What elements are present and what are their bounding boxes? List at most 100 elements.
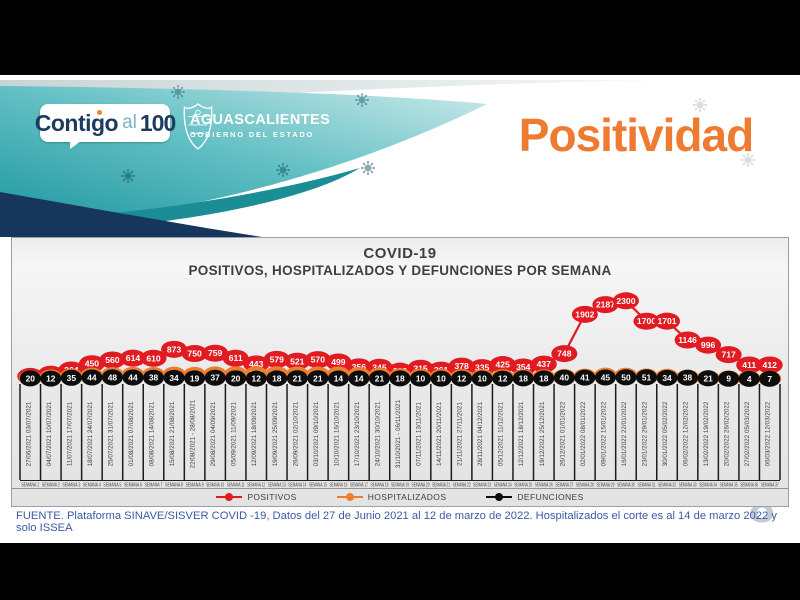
covid-weekly-chart: 27/06/2021 03/07/2021 04/07/2021 10/07/20…	[12, 292, 788, 489]
svg-text:15/08/2021 21/08/2021: 15/08/2021 21/08/2021	[169, 401, 176, 466]
datapoint-positivos-14: 521	[284, 352, 311, 370]
svg-text:44: 44	[128, 373, 138, 383]
svg-text:38: 38	[683, 373, 693, 383]
datapoint-defunciones-14: 21	[286, 370, 308, 387]
svg-text:12: 12	[252, 374, 262, 384]
datapoint-defunciones-22: 12	[451, 370, 473, 387]
svg-text:SEMANA 21: SEMANA 21	[432, 483, 450, 489]
datapoint-positivos-10: 759	[202, 344, 229, 362]
datapoint-defunciones-13: 18	[266, 370, 288, 387]
chart-panel: 27/06/2021 03/07/2021 04/07/2021 10/07/20…	[11, 237, 789, 507]
datapoint-positivos-34: 996	[695, 336, 722, 354]
letterbox-top	[0, 0, 800, 75]
week-number-row: SEMANA 1 SEMANA 2 SEMANA 3 SEMANA 4 SEMANA 5…	[21, 483, 778, 489]
svg-text:14: 14	[334, 374, 344, 384]
svg-text:315: 315	[413, 363, 428, 373]
datapoint-defunciones-24: 12	[492, 370, 514, 387]
svg-text:21: 21	[375, 373, 385, 383]
svg-text:SEMANA 5: SEMANA 5	[103, 483, 121, 489]
datapoint-positivos-27: 748	[551, 345, 578, 363]
datapoint-positivos-16: 499	[325, 353, 352, 371]
svg-text:14/11/2021 20/11/2021: 14/11/2021 20/11/2021	[436, 402, 443, 466]
legend-line-swatch	[216, 493, 243, 502]
logo-orange-dot	[97, 110, 102, 115]
datapoint-defunciones-26: 18	[533, 370, 555, 387]
datapoint-positivos-7: 610	[140, 349, 167, 367]
svg-text:14: 14	[354, 374, 364, 384]
datapoint-defunciones-16: 14	[327, 370, 349, 387]
datapoint-positivos-24: 425	[489, 356, 516, 374]
svg-text:SEMANA 18: SEMANA 18	[370, 483, 388, 489]
government-logo: AGUASCALIENTES GOBIERNO DEL ESTADO	[182, 102, 330, 150]
svg-text:611: 611	[229, 353, 243, 363]
legend-label: DEFUNCIONES	[517, 492, 584, 502]
datapoint-defunciones-15: 21	[307, 370, 329, 387]
svg-text:35: 35	[67, 373, 77, 383]
svg-text:SEMANA 37: SEMANA 37	[761, 483, 779, 489]
datapoint-positivos-29: 2187	[592, 296, 619, 314]
svg-text:443: 443	[249, 359, 264, 369]
svg-text:SEMANA 10: SEMANA 10	[206, 483, 224, 489]
legend-item-defunciones: DEFUNCIONES	[486, 492, 583, 502]
svg-text:SEMANA 34: SEMANA 34	[699, 483, 717, 489]
svg-text:SEMANA 31: SEMANA 31	[637, 483, 655, 489]
datapoint-defunciones-17: 14	[348, 370, 370, 387]
svg-text:610: 610	[146, 353, 161, 363]
svg-text:SEMANA 29: SEMANA 29	[596, 483, 614, 489]
svg-text:05/09/2021 11/09/2021: 05/09/2021 11/09/2021	[231, 401, 238, 466]
datapoint-defunciones-10: 37	[204, 369, 226, 386]
svg-text:SEMANA 13: SEMANA 13	[268, 483, 286, 489]
letterbox-bottom	[0, 543, 800, 600]
svg-text:26/09/2021 02/10/2021: 26/09/2021 02/10/2021	[292, 401, 299, 466]
datapoint-defunciones-28: 41	[574, 369, 596, 386]
datapoint-defunciones-19: 18	[389, 370, 411, 387]
datapoint-defunciones-4: 44	[81, 369, 103, 386]
source-footnote: FUENTE. Plataforma SINAVE/SISVER COVID -…	[16, 510, 777, 534]
svg-text:412: 412	[763, 360, 778, 370]
svg-text:570: 570	[311, 355, 326, 365]
datapoint-positivos-37: 412	[756, 356, 783, 374]
svg-text:SEMANA 22: SEMANA 22	[453, 483, 471, 489]
svg-text:41: 41	[580, 373, 590, 383]
svg-text:21: 21	[703, 373, 713, 383]
svg-text:SEMANA 23: SEMANA 23	[473, 483, 491, 489]
svg-text:SEMANA 30: SEMANA 30	[617, 483, 635, 489]
svg-text:04/07/2021 10/07/2021: 04/07/2021 10/07/2021	[46, 401, 53, 466]
svg-text:06/02/2022 12/02/2022: 06/02/2022 12/02/2022	[683, 401, 690, 466]
series-defunciones-labels: 20 12 35 44 48 44 38 34 19 37 20 12 18 21 21 14 14 21 18 10…	[19, 369, 781, 387]
svg-text:02/01/2022 08/01/2022: 02/01/2022 08/01/2022	[580, 401, 587, 466]
slide: Contigo al 100 AGUASCALIENTES GOBIERNO D…	[0, 75, 800, 543]
svg-text:759: 759	[208, 348, 223, 358]
svg-text:09/01/2022 15/01/2022: 09/01/2022 15/01/2022	[600, 401, 607, 466]
chart-title: COVID-19	[363, 245, 437, 262]
svg-text:614: 614	[126, 353, 141, 363]
svg-text:29/08/2021 04/09/2021: 29/08/2021 04/09/2021	[210, 401, 217, 466]
svg-text:51: 51	[642, 372, 652, 382]
svg-text:SEMANA 26: SEMANA 26	[535, 483, 553, 489]
svg-text:560: 560	[105, 355, 120, 365]
datapoint-positivos-28: 1902	[571, 305, 598, 323]
svg-text:26/12/2021 01/01/2022: 26/12/2021 01/01/2022	[559, 401, 566, 466]
svg-text:31/10/2021 - 06/11/2021: 31/10/2021 - 06/11/2021	[395, 399, 402, 468]
banner-navy-wave	[0, 192, 262, 237]
svg-text:19/12/2021 25/12/2021: 19/12/2021 25/12/2021	[539, 401, 546, 466]
svg-text:4: 4	[747, 374, 752, 384]
svg-text:18: 18	[519, 373, 529, 383]
datapoint-defunciones-9: 19	[184, 370, 206, 387]
svg-text:SEMANA 27: SEMANA 27	[555, 483, 573, 489]
svg-text:22/08/2021 - 28/08/2021: 22/08/2021 - 28/08/2021	[190, 399, 197, 468]
datapoint-defunciones-33: 38	[677, 369, 699, 386]
svg-text:16/01/2022 22/01/2022: 16/01/2022 22/01/2022	[621, 401, 628, 466]
svg-text:07/11/2021 13/11/2021: 07/11/2021 13/11/2021	[416, 402, 423, 466]
svg-text:48: 48	[108, 372, 118, 382]
datapoint-positivos-4: 450	[78, 355, 105, 373]
legend-label: POSITIVOS	[247, 492, 297, 502]
svg-text:521: 521	[290, 356, 305, 366]
svg-text:SEMANA 2: SEMANA 2	[42, 483, 60, 489]
svg-text:05/12/2021 11/12/2021: 05/12/2021 11/12/2021	[498, 401, 505, 466]
gov-subtitle-label: GOBIERNO DEL ESTADO	[190, 130, 315, 139]
datapoint-defunciones-18: 21	[368, 370, 390, 387]
svg-text:37: 37	[210, 373, 220, 383]
svg-text:SEMANA 28: SEMANA 28	[576, 483, 594, 489]
chart-legend: POSITIVOS HOSPITALIZADOS DEFUNCIONES	[12, 489, 788, 505]
